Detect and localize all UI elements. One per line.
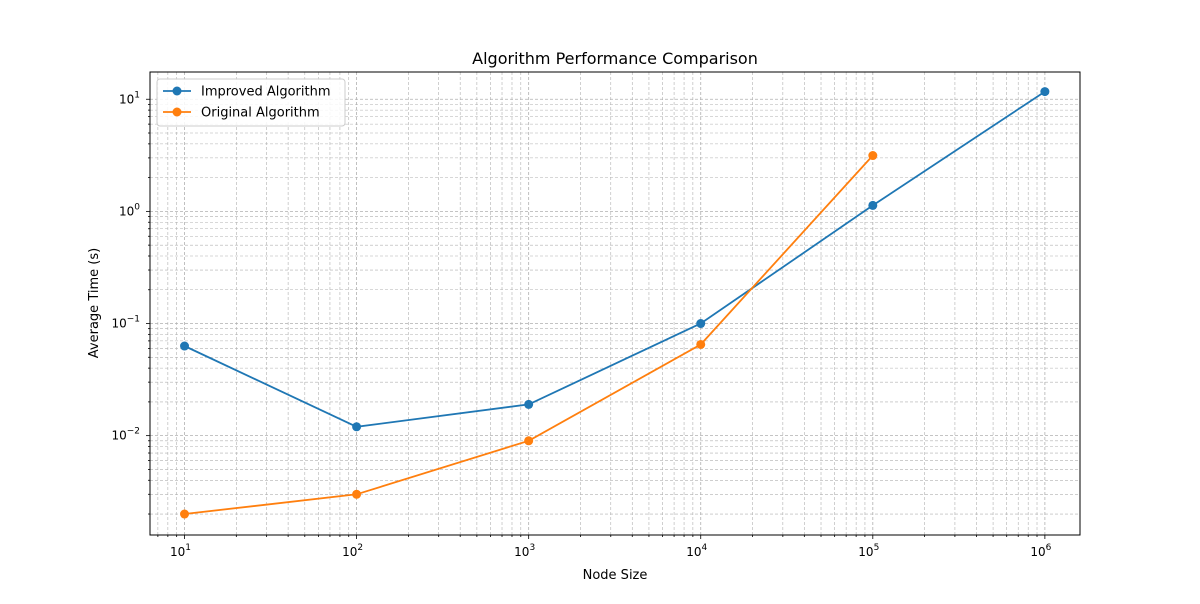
x-tick-exponent: 6 [1046, 543, 1052, 553]
data-point [352, 489, 362, 499]
data-point [524, 399, 534, 409]
chart-title: Algorithm Performance Comparison [472, 49, 758, 68]
data-point [524, 436, 534, 446]
x-tick-exponent: 3 [529, 543, 535, 553]
y-tick-label: 101 [119, 90, 140, 106]
x-tick-label: 102 [342, 543, 363, 559]
y-tick-exponent: 0 [134, 202, 140, 212]
y-tick-label: 10−1 [111, 315, 140, 331]
data-point [696, 319, 706, 329]
legend-label: Original Algorithm [201, 106, 320, 121]
data-point [868, 151, 878, 161]
series-line-improved [184, 90, 1046, 428]
y-tick-label: 100 [119, 202, 140, 218]
y-tick-label: 10−2 [111, 427, 140, 443]
legend-marker [172, 86, 182, 96]
y-tick-base: 10 [111, 317, 126, 331]
x-tick-base: 10 [1030, 545, 1045, 559]
legend-marker [172, 107, 182, 117]
x-axis-label: Node Size [583, 568, 648, 583]
x-tick-label: 106 [1030, 543, 1051, 559]
x-tick-exponent: 4 [702, 543, 708, 553]
x-tick-label: 103 [514, 543, 535, 559]
legend-box [156, 78, 346, 127]
y-axis-label: Average Time (s) [87, 248, 102, 358]
y-tick-exponent: 1 [134, 90, 140, 100]
x-tick-base: 10 [686, 545, 701, 559]
plot-frame [149, 71, 1081, 536]
data-point [180, 341, 190, 351]
data-point [696, 339, 706, 349]
x-tick-base: 10 [342, 545, 357, 559]
y-tick-base: 10 [119, 204, 134, 218]
legend-label: Improved Algorithm [201, 85, 331, 100]
y-tick-exponent: −1 [127, 315, 140, 325]
x-tick-exponent: 5 [874, 543, 880, 553]
x-tick-base: 10 [170, 545, 185, 559]
grid-layer [150, 72, 1080, 535]
legend: Improved Algorithm Original Algorithm [156, 78, 346, 127]
x-tick-base: 10 [858, 545, 873, 559]
data-point [180, 509, 190, 519]
x-tick-label: 105 [858, 543, 879, 559]
x-tick-base: 10 [514, 545, 529, 559]
y-tick-base: 10 [111, 429, 126, 443]
data-point [1040, 87, 1050, 97]
x-tick-exponent: 2 [357, 543, 363, 553]
data-point [352, 422, 362, 432]
x-tick-exponent: 1 [185, 543, 191, 553]
x-tick-label: 101 [170, 543, 191, 559]
y-tick-base: 10 [119, 92, 134, 106]
x-tick-label: 104 [686, 543, 707, 559]
y-tick-exponent: −2 [127, 427, 140, 437]
series-layer [180, 87, 1050, 519]
data-point [868, 200, 878, 210]
